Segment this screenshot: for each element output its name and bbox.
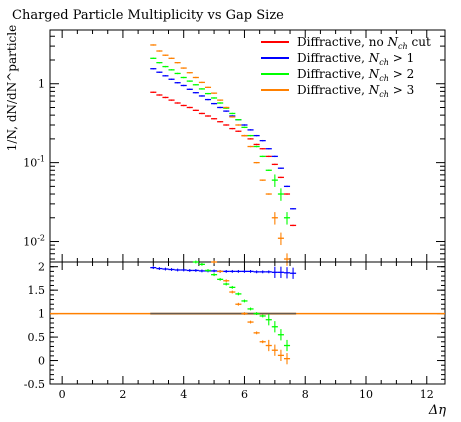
ratio-y-tick-label: 1.5 (28, 284, 46, 297)
top-y-tick-label: 10-1 (23, 155, 45, 170)
x-axis-label: Δη (428, 403, 446, 418)
x-tick-label: 8 (302, 388, 309, 401)
legend-label: Diffractive, Nch > 1 (297, 51, 414, 67)
legend-label-main: Diffractive, (297, 67, 369, 81)
top-y-axis: 1 10-1 10-2 (23, 35, 445, 260)
x-tick-label: 4 (180, 388, 187, 401)
legend-label-subscript: ch (379, 74, 389, 83)
x-tick-label: 10 (359, 388, 373, 401)
legend-label-symbol: N (387, 35, 399, 49)
legend-label-main: Diffractive, no (297, 35, 388, 49)
x-tick-label: 6 (241, 388, 248, 401)
ratio-series-group (50, 260, 445, 365)
top-series-group (150, 44, 297, 266)
legend-label-symbol: N (368, 67, 380, 81)
ratio-y-axis: 2 1.5 1 0.5 0 -0.5 (24, 261, 445, 391)
legend-label-tail: cut (408, 35, 431, 49)
legend-label-symbol: N (368, 83, 380, 97)
legend-label-subscript: ch (379, 90, 389, 99)
y-axis-label: 1/N, dN/dN^particle (5, 25, 19, 151)
x-tick-label: 0 (59, 388, 66, 401)
top-y-tick-exponent: -2 (37, 234, 45, 243)
ratio-y-tick-label: 0.5 (28, 331, 46, 344)
x-axis: 0 2 4 6 8 10 12 (59, 262, 434, 401)
x-tick-label: 12 (420, 388, 434, 401)
x-tick-label: 2 (119, 388, 126, 401)
legend-label-tail: > 2 (389, 67, 414, 81)
legend-label-symbol: N (368, 51, 380, 65)
ratio-panel-frame (49, 261, 446, 385)
legend-label: Diffractive, Nch > 3 (297, 83, 414, 99)
chart-title: Charged Particle Multiplicity vs Gap Siz… (12, 8, 284, 23)
legend-label-tail: > 1 (389, 51, 414, 65)
legend-label-tail: > 3 (389, 83, 414, 97)
top-y-tick-label: 1 (38, 78, 45, 91)
top-panel: 110-110-2 Diffractive, no Nch cutDiffrac… (23, 29, 446, 266)
ratio-y-tick-label: -0.5 (24, 378, 45, 391)
ratio-y-tick-label: 1 (38, 308, 45, 321)
ratio-y-tick-label: 2 (38, 261, 45, 274)
top-y-tick-label: 10-2 (23, 234, 45, 249)
legend-label: Diffractive, no Nch cut (297, 35, 431, 51)
legend-label-main: Diffractive, (297, 83, 369, 97)
ratio-y-tick-label: 0 (38, 355, 45, 368)
legend-label: Diffractive, Nch > 2 (297, 67, 414, 83)
legend-label-subscript: ch (379, 58, 389, 67)
legend-label-subscript: ch (398, 42, 408, 51)
ratio-panel: 2 1.5 1 0.5 0 -0.5 0 2 4 6 8 10 12 (24, 260, 446, 401)
legend-label-main: Diffractive, (297, 51, 369, 65)
top-y-tick-exponent: -1 (37, 155, 45, 164)
